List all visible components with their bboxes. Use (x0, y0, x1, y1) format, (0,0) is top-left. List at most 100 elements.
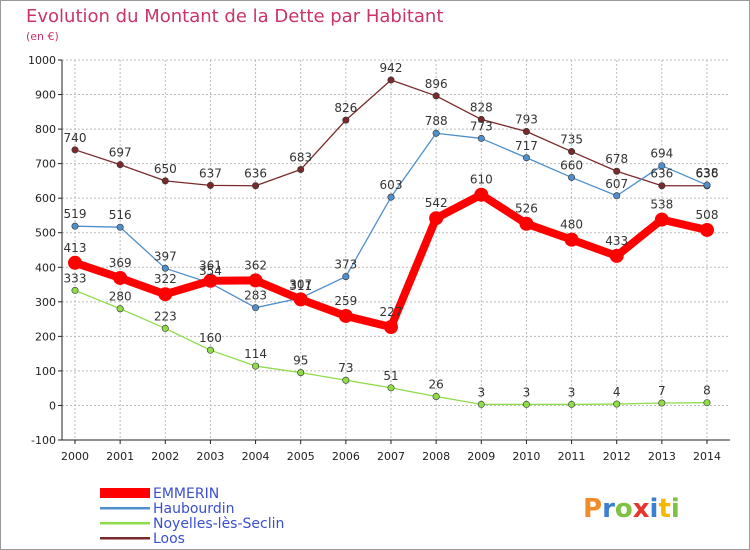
data-point-haubourdin (522, 154, 530, 162)
y-tick-label: 200 (35, 330, 56, 343)
data-label-haubourdin: 603 (380, 178, 403, 192)
data-point-emmerin (429, 211, 444, 226)
x-tick-label: 2014 (693, 450, 721, 463)
data-label-emmerin: 322 (154, 272, 177, 286)
x-tick-label: 2000 (61, 450, 89, 463)
data-point-haubourdin (432, 129, 440, 137)
data-label-emmerin: 413 (64, 241, 87, 255)
data-point-loos (252, 182, 260, 190)
y-tick-label: 800 (35, 123, 56, 136)
data-label-haubourdin: 397 (154, 249, 177, 263)
data-label-emmerin: 307 (289, 277, 312, 291)
data-label-noyelles-les-seclin: 3 (477, 385, 485, 399)
logo-letter: o (615, 494, 633, 524)
data-point-loos (522, 128, 530, 136)
data-label-haubourdin: 354 (199, 264, 222, 278)
data-label-loos: 636 (244, 167, 267, 181)
logo-letter: P (583, 494, 602, 524)
data-label-haubourdin: 717 (515, 139, 538, 153)
data-point-emmerin (384, 320, 398, 335)
data-point-loos (432, 92, 440, 100)
x-tick-label: 2003 (196, 450, 224, 463)
data-label-noyelles-les-seclin: 223 (154, 309, 177, 323)
y-tick-label: 300 (35, 296, 56, 309)
data-label-noyelles-les-seclin: 160 (199, 331, 222, 345)
data-point-emmerin (248, 273, 263, 288)
data-point-noyelles-les-seclin (71, 286, 79, 294)
data-label-haubourdin: 283 (244, 289, 267, 303)
logo-letter: x (633, 494, 650, 524)
data-point-noyelles-les-seclin (658, 399, 666, 407)
y-tick-label: -100 (31, 434, 56, 447)
data-point-haubourdin (252, 304, 260, 312)
data-label-haubourdin: 638 (696, 166, 719, 180)
data-point-noyelles-les-seclin (432, 392, 440, 400)
legend-swatch (100, 537, 150, 540)
logo-letter: r (602, 494, 615, 524)
x-tick-label: 2013 (648, 450, 676, 463)
data-label-haubourdin: 607 (605, 177, 628, 191)
data-label-loos: 637 (199, 166, 222, 180)
data-point-noyelles-les-seclin (477, 400, 485, 408)
data-point-haubourdin (161, 264, 169, 272)
data-label-haubourdin: 519 (64, 207, 87, 221)
data-point-loos (342, 116, 350, 124)
y-tick-label: 500 (35, 227, 56, 240)
data-point-emmerin (338, 308, 353, 323)
proxiti-logo: Proxiti (583, 494, 680, 524)
data-label-loos: 683 (289, 151, 312, 165)
data-label-noyelles-les-seclin: 95 (293, 354, 308, 368)
data-point-emmerin (68, 255, 82, 270)
data-label-emmerin: 362 (244, 258, 267, 272)
data-label-loos: 896 (425, 77, 448, 91)
chart-subtitle: (en €) (26, 30, 59, 43)
data-point-loos (568, 148, 576, 156)
logo-letter: i (650, 494, 659, 524)
data-point-haubourdin (71, 222, 79, 230)
data-point-loos (387, 76, 395, 84)
data-point-loos (477, 115, 485, 123)
data-point-emmerin (158, 287, 173, 302)
data-point-emmerin (293, 292, 308, 307)
y-tick-label: 100 (35, 365, 56, 378)
data-point-noyelles-les-seclin (568, 400, 576, 408)
data-point-emmerin (609, 248, 624, 263)
data-label-haubourdin: 516 (109, 208, 132, 222)
y-tick-label: 700 (35, 158, 56, 171)
data-label-emmerin: 508 (696, 208, 719, 222)
x-tick-label: 2012 (603, 450, 631, 463)
data-point-haubourdin (568, 173, 576, 181)
data-label-noyelles-les-seclin: 7 (658, 384, 666, 398)
series-layer (68, 76, 714, 408)
legend-swatch (100, 488, 150, 498)
data-point-haubourdin (703, 181, 711, 189)
data-label-loos: 636 (696, 167, 719, 181)
data-label-haubourdin: 311 (289, 279, 312, 293)
data-label-noyelles-les-seclin: 3 (523, 385, 531, 399)
data-point-haubourdin (658, 162, 666, 170)
logo-letter: i (671, 494, 680, 524)
data-label-haubourdin: 773 (470, 119, 493, 133)
x-tick-label: 2005 (287, 450, 315, 463)
data-point-noyelles-les-seclin (613, 400, 621, 408)
logo: Proxiti (583, 494, 680, 524)
x-tick-label: 2008 (422, 450, 450, 463)
legend-swatch (100, 522, 150, 525)
data-label-noyelles-les-seclin: 280 (109, 290, 132, 304)
x-tick-label: 2010 (512, 450, 540, 463)
data-point-haubourdin (613, 192, 621, 200)
data-label-loos: 678 (605, 152, 628, 166)
data-point-haubourdin (477, 134, 485, 142)
y-tick-label: 900 (35, 89, 56, 102)
data-label-emmerin: 369 (109, 256, 132, 270)
data-label-loos: 650 (154, 162, 177, 176)
axes: -100 0 100 200 300 400 500 600 700 800 900 1000 2000… (28, 54, 730, 463)
data-point-noyelles-les-seclin (206, 346, 214, 354)
data-point-loos (658, 182, 666, 190)
data-point-noyelles-les-seclin (116, 305, 124, 313)
data-label-haubourdin: 373 (334, 258, 357, 272)
data-point-haubourdin (387, 193, 395, 201)
data-point-noyelles-les-seclin (297, 369, 305, 377)
